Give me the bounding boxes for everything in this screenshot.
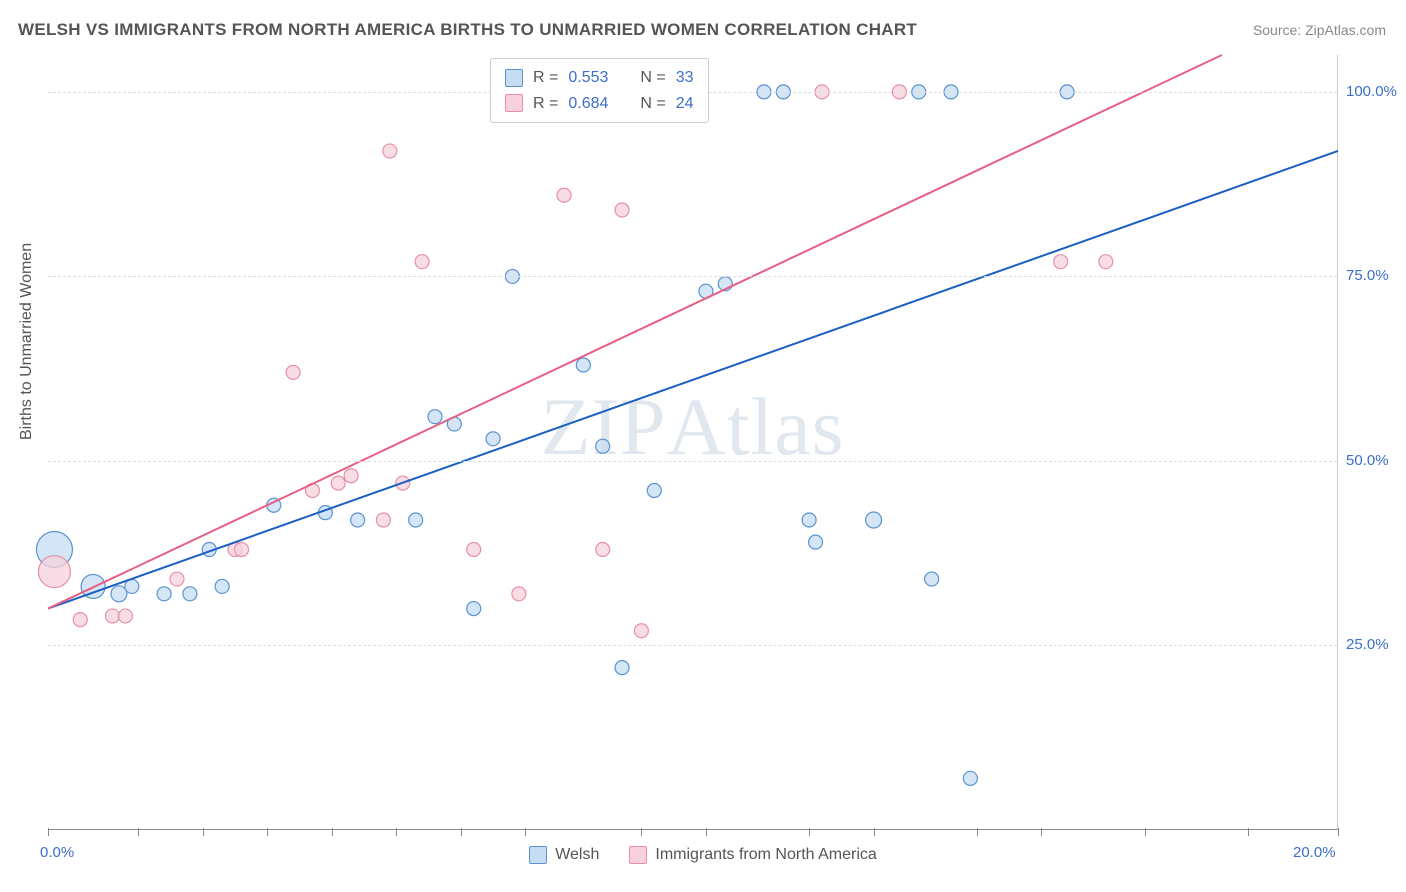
data-point	[809, 535, 823, 549]
plot-area: ZIPAtlas	[48, 55, 1338, 830]
data-point	[467, 543, 481, 557]
r-label: R =	[533, 91, 558, 117]
data-point	[170, 572, 184, 586]
x-tick	[396, 828, 397, 836]
x-tick	[706, 828, 707, 836]
x-tick	[809, 828, 810, 836]
n-label: N =	[640, 91, 665, 117]
n-value-welsh: 33	[676, 65, 694, 91]
legend-label-immigrants: Immigrants from North America	[655, 846, 876, 864]
data-point	[183, 587, 197, 601]
series-legend: Welsh Immigrants from North America	[0, 846, 1406, 864]
r-label: R =	[533, 65, 558, 91]
gridline	[48, 461, 1337, 462]
data-point	[118, 609, 132, 623]
legend-item-welsh: Welsh	[529, 846, 599, 864]
data-point	[596, 543, 610, 557]
data-point	[215, 579, 229, 593]
trend-line	[48, 55, 1222, 609]
data-point	[802, 513, 816, 527]
data-point	[925, 572, 939, 586]
data-point	[376, 513, 390, 527]
x-tick-label: 0.0%	[40, 844, 74, 861]
x-tick	[138, 828, 139, 836]
data-point	[286, 365, 300, 379]
y-axis-title: Births to Unmarried Women	[18, 243, 36, 440]
x-tick	[1041, 828, 1042, 836]
x-tick	[203, 828, 204, 836]
stats-row-welsh: R = 0.553 N = 33	[505, 65, 694, 91]
data-point	[235, 543, 249, 557]
data-point	[1099, 255, 1113, 269]
gridline	[48, 645, 1337, 646]
data-point	[963, 771, 977, 785]
swatch-immigrants	[505, 94, 523, 112]
data-point	[512, 587, 526, 601]
data-point	[157, 587, 171, 601]
data-point	[467, 602, 481, 616]
x-tick	[267, 828, 268, 836]
data-point	[38, 556, 70, 588]
scatter-svg	[48, 55, 1338, 830]
r-value-welsh: 0.553	[568, 65, 608, 91]
data-point	[351, 513, 365, 527]
stats-row-immigrants: R = 0.684 N = 24	[505, 91, 694, 117]
data-point	[409, 513, 423, 527]
data-point	[596, 439, 610, 453]
data-point	[486, 432, 500, 446]
data-point	[331, 476, 345, 490]
trend-line	[48, 151, 1338, 609]
x-tick	[525, 828, 526, 836]
y-tick-label: 100.0%	[1346, 83, 1397, 100]
data-point	[415, 255, 429, 269]
x-tick	[1248, 828, 1249, 836]
x-tick	[1145, 828, 1146, 836]
data-point	[866, 512, 882, 528]
n-label: N =	[640, 65, 665, 91]
n-value-immigrants: 24	[676, 91, 694, 117]
data-point	[73, 613, 87, 627]
data-point	[1054, 255, 1068, 269]
data-point	[634, 624, 648, 638]
data-point	[428, 410, 442, 424]
data-point	[576, 358, 590, 372]
source-label: Source: ZipAtlas.com	[1253, 22, 1386, 38]
x-tick	[1338, 828, 1339, 836]
swatch-welsh	[505, 69, 523, 87]
x-tick-label: 20.0%	[1293, 844, 1336, 861]
legend-item-immigrants: Immigrants from North America	[629, 846, 876, 864]
swatch-immigrants	[629, 846, 647, 864]
x-tick	[641, 828, 642, 836]
data-point	[557, 188, 571, 202]
x-tick	[48, 828, 49, 836]
y-tick-label: 50.0%	[1346, 452, 1389, 469]
swatch-welsh	[529, 846, 547, 864]
data-point	[615, 203, 629, 217]
legend-label-welsh: Welsh	[555, 846, 599, 864]
x-tick	[977, 828, 978, 836]
chart-title: WELSH VS IMMIGRANTS FROM NORTH AMERICA B…	[18, 20, 917, 40]
data-point	[344, 469, 358, 483]
r-value-immigrants: 0.684	[568, 91, 608, 117]
x-tick	[332, 828, 333, 836]
gridline	[48, 276, 1337, 277]
x-tick	[874, 828, 875, 836]
data-point	[615, 661, 629, 675]
data-point	[106, 609, 120, 623]
y-tick-label: 75.0%	[1346, 267, 1389, 284]
stats-legend: R = 0.553 N = 33 R = 0.684 N = 24	[490, 58, 709, 123]
correlation-chart: WELSH VS IMMIGRANTS FROM NORTH AMERICA B…	[0, 0, 1406, 892]
data-point	[647, 483, 661, 497]
y-tick-label: 25.0%	[1346, 636, 1389, 653]
data-point	[383, 144, 397, 158]
x-tick	[461, 828, 462, 836]
